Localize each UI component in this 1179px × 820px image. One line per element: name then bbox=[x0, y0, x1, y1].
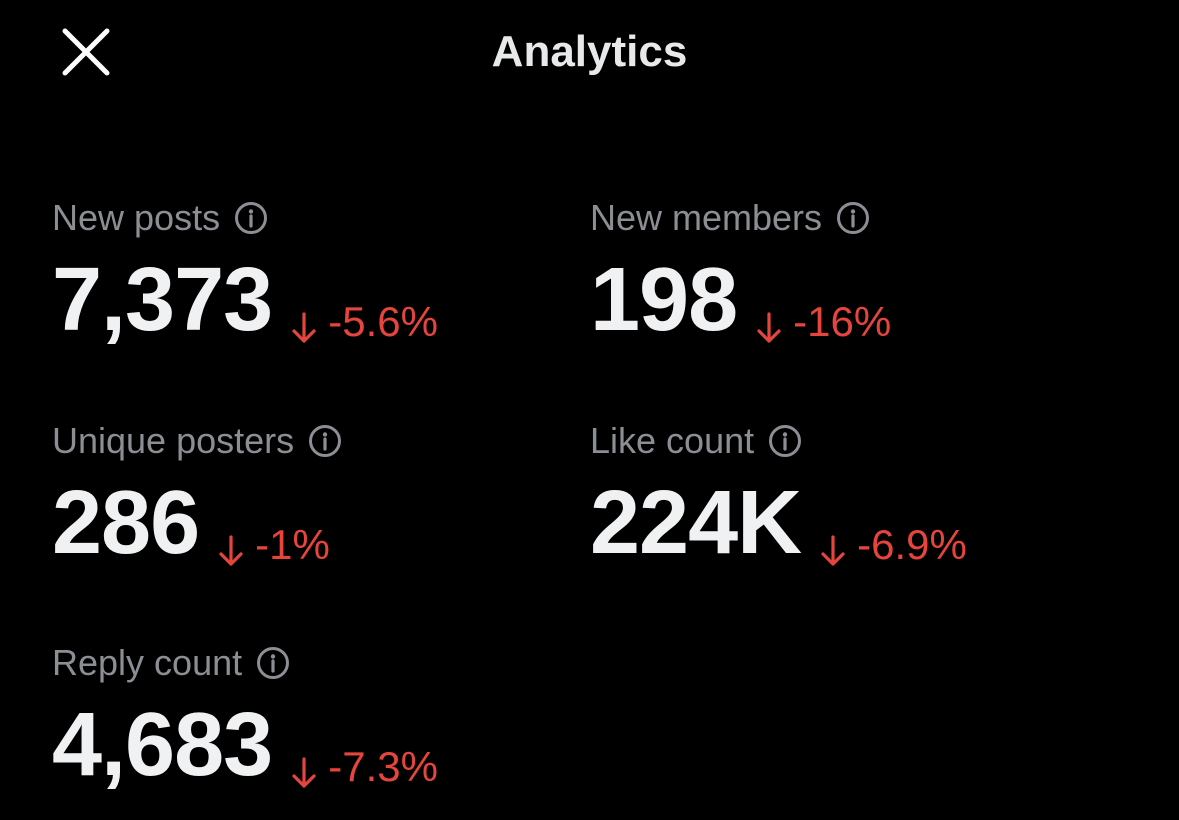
down-arrow bbox=[292, 757, 316, 788]
info-icon[interactable] bbox=[836, 201, 870, 235]
metric-card: Unique posters 286 -1% bbox=[52, 417, 342, 573]
down-arrow bbox=[821, 534, 845, 566]
metric-label: Unique posters bbox=[52, 419, 295, 461]
metric-value-row: 224K -6.9% bbox=[590, 473, 967, 573]
metric-card: Like count 224K -6.9% bbox=[590, 417, 967, 573]
metric-label-row: New posts bbox=[52, 194, 438, 242]
metric-change-text: -5.6% bbox=[328, 298, 438, 345]
metric-value: 198 bbox=[590, 250, 738, 350]
metric-value-row: 4,683 -7.3% bbox=[52, 695, 438, 795]
info-icon[interactable] bbox=[768, 424, 802, 458]
metric-value: 4,683 bbox=[52, 695, 273, 795]
metric-change-text: -6.9% bbox=[857, 520, 967, 568]
metric-label: Like count bbox=[590, 419, 755, 461]
metric-change: -1% bbox=[219, 521, 330, 569]
metric-label-row: Unique posters bbox=[52, 417, 342, 465]
metric-label-row: New members bbox=[590, 194, 891, 242]
metric-change: -16% bbox=[757, 298, 891, 346]
metric-label: New posts bbox=[52, 197, 221, 238]
metric-value: 286 bbox=[52, 472, 200, 573]
down-arrow bbox=[219, 534, 243, 566]
page-title: Analytics bbox=[491, 27, 688, 76]
metric-card: New members 198 -16% bbox=[590, 194, 891, 350]
down-arrow bbox=[292, 312, 316, 343]
metric-label-row: Like count bbox=[590, 417, 967, 465]
down-arrow bbox=[757, 312, 781, 343]
metric-card: Reply count 4,683 -7.3% bbox=[52, 639, 438, 795]
metric-change: -6.9% bbox=[821, 521, 967, 569]
metric-change: -5.6% bbox=[292, 298, 438, 346]
metric-value-row: 7,373 -5.6% bbox=[52, 250, 438, 350]
metric-value: 224K bbox=[590, 472, 802, 573]
metric-value: 7,373 bbox=[52, 250, 273, 350]
metric-card: New posts 7,373 -5.6% bbox=[52, 194, 438, 350]
metric-change: -7.3% bbox=[292, 743, 438, 791]
close-button[interactable] bbox=[62, 28, 110, 76]
metric-label: New members bbox=[590, 197, 823, 238]
metric-value-row: 286 -1% bbox=[52, 473, 342, 573]
info-icon[interactable] bbox=[256, 646, 290, 680]
metric-label: Reply count bbox=[52, 642, 243, 683]
metric-change-text: -16% bbox=[793, 298, 892, 345]
metric-change-text: -7.3% bbox=[328, 743, 438, 790]
metric-label-row: Reply count bbox=[52, 639, 438, 687]
metric-value-row: 198 -16% bbox=[590, 250, 891, 350]
metric-change-text: -1% bbox=[255, 520, 330, 568]
info-icon[interactable] bbox=[308, 424, 342, 458]
info-icon[interactable] bbox=[234, 201, 268, 235]
